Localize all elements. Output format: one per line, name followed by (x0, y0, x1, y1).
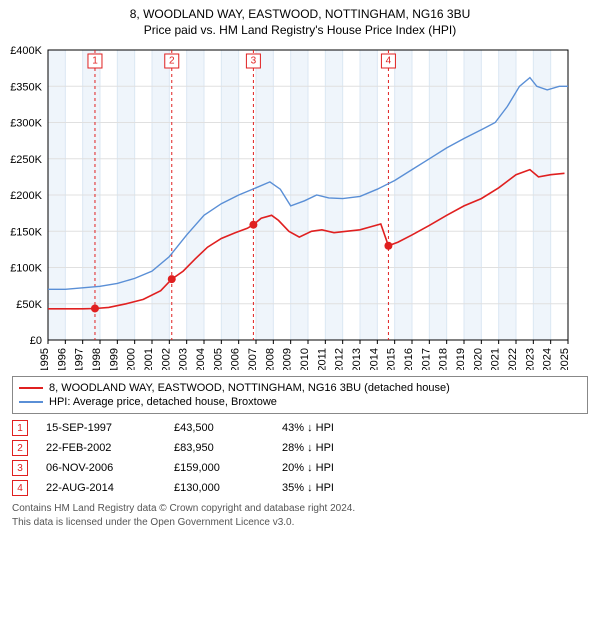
svg-text:£300K: £300K (10, 118, 42, 130)
sale-marker-4: 4 (12, 480, 28, 496)
price-chart: 1995 1996 1997 1998 1999 2000 2001 2002 2003 2004… (0, 40, 576, 370)
svg-text:2003: 2003 (178, 348, 190, 370)
svg-text:£350K: £350K (10, 82, 42, 94)
svg-text:2: 2 (169, 56, 175, 67)
svg-text:£200K: £200K (10, 190, 42, 202)
svg-text:£400K: £400K (10, 45, 42, 57)
sale-delta: 35% ↓ HPI (282, 482, 382, 494)
legend-item-hpi: HPI: Average price, detached house, Brox… (19, 395, 581, 409)
svg-text:1998: 1998 (91, 348, 103, 370)
svg-text:2010: 2010 (299, 348, 311, 370)
legend: 8, WOODLAND WAY, EASTWOOD, NOTTINGHAM, N… (12, 376, 588, 414)
svg-text:£50K: £50K (16, 299, 42, 311)
table-row: 1 15-SEP-1997 £43,500 43% ↓ HPI (12, 418, 588, 438)
svg-text:2025: 2025 (559, 348, 571, 370)
svg-text:2014: 2014 (368, 348, 380, 370)
svg-text:2021: 2021 (490, 348, 502, 370)
sale-delta: 43% ↓ HPI (282, 422, 382, 434)
svg-text:2008: 2008 (264, 348, 276, 370)
legend-label-hpi: HPI: Average price, detached house, Brox… (49, 396, 277, 408)
svg-text:2000: 2000 (126, 348, 138, 370)
svg-text:2018: 2018 (438, 348, 450, 370)
sale-marker-3: 3 (12, 460, 28, 476)
sale-price: £159,000 (174, 462, 264, 474)
svg-text:2023: 2023 (524, 348, 536, 370)
footnote-line-1: Contains HM Land Registry data © Crown c… (12, 502, 588, 516)
sale-price: £130,000 (174, 482, 264, 494)
svg-text:1: 1 (92, 56, 98, 67)
svg-text:2011: 2011 (316, 348, 328, 370)
sale-marker-1: 1 (12, 420, 28, 436)
svg-text:1996: 1996 (56, 348, 68, 370)
sale-date: 15-SEP-1997 (46, 422, 156, 434)
legend-swatch-property (19, 387, 43, 389)
sale-delta: 28% ↓ HPI (282, 442, 382, 454)
svg-text:2009: 2009 (282, 348, 294, 370)
page-root: { "title": { "line1": "8, WOODLAND WAY, … (0, 0, 600, 620)
sale-delta: 20% ↓ HPI (282, 462, 382, 474)
svg-text:2005: 2005 (212, 348, 224, 370)
table-row: 3 06-NOV-2006 £159,000 20% ↓ HPI (12, 458, 588, 478)
svg-text:4: 4 (386, 56, 392, 67)
svg-text:£100K: £100K (10, 263, 42, 275)
legend-item-property: 8, WOODLAND WAY, EASTWOOD, NOTTINGHAM, N… (19, 381, 581, 395)
svg-text:2016: 2016 (403, 348, 415, 370)
table-row: 2 22-FEB-2002 £83,950 28% ↓ HPI (12, 438, 588, 458)
sale-date: 22-AUG-2014 (46, 482, 156, 494)
sale-price: £83,950 (174, 442, 264, 454)
svg-text:2001: 2001 (143, 348, 155, 370)
sales-table: 1 15-SEP-1997 £43,500 43% ↓ HPI 2 22-FEB… (12, 418, 588, 498)
svg-text:2007: 2007 (247, 348, 259, 370)
chart-title-block: 8, WOODLAND WAY, EASTWOOD, NOTTINGHAM, N… (0, 0, 600, 40)
svg-text:3: 3 (251, 56, 257, 67)
svg-text:2022: 2022 (507, 348, 519, 370)
legend-label-property: 8, WOODLAND WAY, EASTWOOD, NOTTINGHAM, N… (49, 382, 450, 394)
svg-text:£0: £0 (30, 335, 42, 347)
svg-text:2004: 2004 (195, 348, 207, 370)
svg-text:2020: 2020 (472, 348, 484, 370)
svg-text:£150K: £150K (10, 227, 42, 239)
svg-text:2024: 2024 (542, 348, 554, 370)
sale-price: £43,500 (174, 422, 264, 434)
chart-container: 1995 1996 1997 1998 1999 2000 2001 2002 2003 2004… (0, 40, 600, 370)
svg-text:2017: 2017 (420, 348, 432, 370)
footnote-line-2: This data is licensed under the Open Gov… (12, 516, 588, 530)
sale-date: 06-NOV-2006 (46, 462, 156, 474)
svg-text:2002: 2002 (160, 348, 172, 370)
svg-text:2019: 2019 (455, 348, 467, 370)
svg-text:2015: 2015 (386, 348, 398, 370)
svg-text:1997: 1997 (74, 348, 86, 370)
table-row: 4 22-AUG-2014 £130,000 35% ↓ HPI (12, 478, 588, 498)
title-line-1: 8, WOODLAND WAY, EASTWOOD, NOTTINGHAM, N… (8, 6, 592, 22)
svg-text:2006: 2006 (230, 348, 242, 370)
footnote: Contains HM Land Registry data © Crown c… (12, 502, 588, 529)
svg-text:£250K: £250K (10, 154, 42, 166)
sale-date: 22-FEB-2002 (46, 442, 156, 454)
sale-marker-2: 2 (12, 440, 28, 456)
title-line-2: Price paid vs. HM Land Registry's House … (8, 22, 592, 38)
legend-swatch-hpi (19, 401, 43, 403)
svg-text:2012: 2012 (334, 348, 346, 370)
svg-text:1995: 1995 (39, 348, 51, 370)
svg-text:1999: 1999 (108, 348, 120, 370)
svg-text:2013: 2013 (351, 348, 363, 370)
